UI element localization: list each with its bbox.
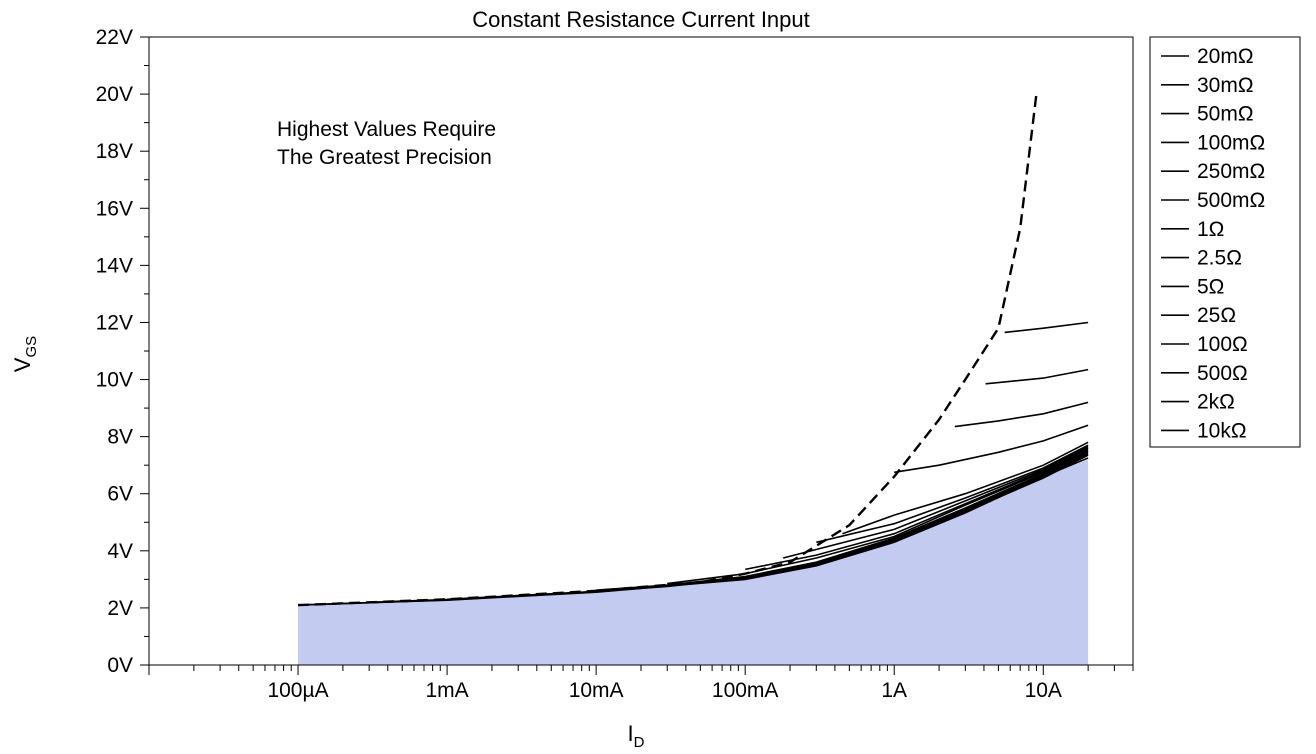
- series-line-5: [816, 444, 1089, 544]
- axes: 0V 2V 4V 6V 8V 10V 12V 14V 16V 18V 20V 22V 100µA 1mA 1…: [96, 26, 1134, 702]
- y-tick-label: 10V: [96, 369, 133, 392]
- series-line-7: [745, 447, 1089, 571]
- y-tick-label: 6V: [107, 483, 133, 506]
- legend-item: 2.5Ω: [1161, 247, 1242, 270]
- legend-item: 20mΩ: [1161, 45, 1254, 68]
- y-tick-label: 18V: [96, 140, 133, 163]
- plot-area: [297, 93, 1089, 665]
- legend-label: 2kΩ: [1197, 391, 1235, 414]
- legend-item: 30mΩ: [1161, 74, 1254, 97]
- series-line-3: [894, 424, 1089, 474]
- legend-label: 10kΩ: [1197, 419, 1247, 442]
- x-tick-label: 1mA: [425, 679, 468, 702]
- legend-item: 500mΩ: [1161, 189, 1265, 212]
- series-line-0: [1004, 321, 1089, 334]
- x-tick-label: 100µA: [267, 679, 328, 702]
- y-tick-label: 2V: [107, 597, 133, 620]
- y-tick-label: 0V: [107, 654, 133, 677]
- x-tick-label: 1A: [881, 679, 907, 702]
- legend-item: 1Ω: [1161, 218, 1224, 241]
- series-line-6: [783, 445, 1089, 559]
- legend-box: [1149, 36, 1301, 448]
- chart-annotation: Highest Values Require The Greatest Prec…: [277, 118, 496, 169]
- legend-label: 20mΩ: [1197, 45, 1254, 68]
- y-axis-label-sub: GS: [23, 336, 40, 358]
- annotation-line-1: Highest Values Require: [277, 118, 496, 141]
- y-tick-label: 8V: [107, 426, 133, 449]
- x-axis-label-main: I: [628, 721, 634, 746]
- legend-label: 100Ω: [1197, 333, 1248, 356]
- legend-item: 50mΩ: [1161, 103, 1254, 126]
- boundary-curve: [297, 93, 1038, 607]
- chart-title: Constant Resistance Current Input: [472, 7, 810, 32]
- series-line-13: [297, 457, 1089, 606]
- series-line-4: [842, 441, 1089, 535]
- x-axis-label-sub: D: [634, 734, 645, 751]
- x-tick-label: 10mA: [569, 679, 624, 702]
- annotation-line-2: The Greatest Precision: [277, 146, 492, 169]
- y-tick-label: 14V: [96, 254, 133, 277]
- fill-region: [298, 459, 1089, 665]
- legend-item: 500Ω: [1161, 362, 1248, 385]
- legend-item: 25Ω: [1161, 304, 1236, 327]
- y-axis-label: VGS: [10, 336, 40, 372]
- legend-item: 10kΩ: [1161, 419, 1247, 442]
- y-tick-label: 4V: [107, 540, 133, 563]
- y-tick-label: 12V: [96, 311, 133, 334]
- series-line-1: [985, 368, 1089, 385]
- legend-label: 2.5Ω: [1197, 247, 1242, 270]
- legend-label: 500mΩ: [1197, 189, 1265, 212]
- legend-item: 100mΩ: [1161, 131, 1265, 154]
- legend-label: 1Ω: [1197, 218, 1224, 241]
- x-tick-label: 10A: [1025, 679, 1062, 702]
- y-axis-label-main: V: [10, 357, 35, 372]
- series-line-2: [954, 401, 1089, 428]
- legend-item: 100Ω: [1161, 333, 1248, 356]
- legend-item: 5Ω: [1161, 275, 1224, 298]
- legend-label: 30mΩ: [1197, 74, 1254, 97]
- legend-item: 2kΩ: [1161, 391, 1235, 414]
- y-tick-label: 22V: [96, 26, 133, 49]
- x-axis-label: ID: [628, 721, 645, 751]
- legend-label: 50mΩ: [1197, 103, 1254, 126]
- legend-item: 250mΩ: [1161, 160, 1265, 183]
- legend: 20mΩ 30mΩ 50mΩ 100mΩ 250mΩ 500mΩ 1Ω 2.5Ω 5Ω 25Ω 10…: [1149, 36, 1301, 448]
- legend-label: 100mΩ: [1197, 131, 1265, 154]
- legend-label: 25Ω: [1197, 304, 1236, 327]
- legend-label: 5Ω: [1197, 275, 1224, 298]
- legend-label: 500Ω: [1197, 362, 1248, 385]
- y-tick-label: 16V: [96, 197, 133, 220]
- legend-label: 250mΩ: [1197, 160, 1265, 183]
- y-tick-label: 20V: [96, 83, 133, 106]
- x-tick-label: 100mA: [712, 679, 779, 702]
